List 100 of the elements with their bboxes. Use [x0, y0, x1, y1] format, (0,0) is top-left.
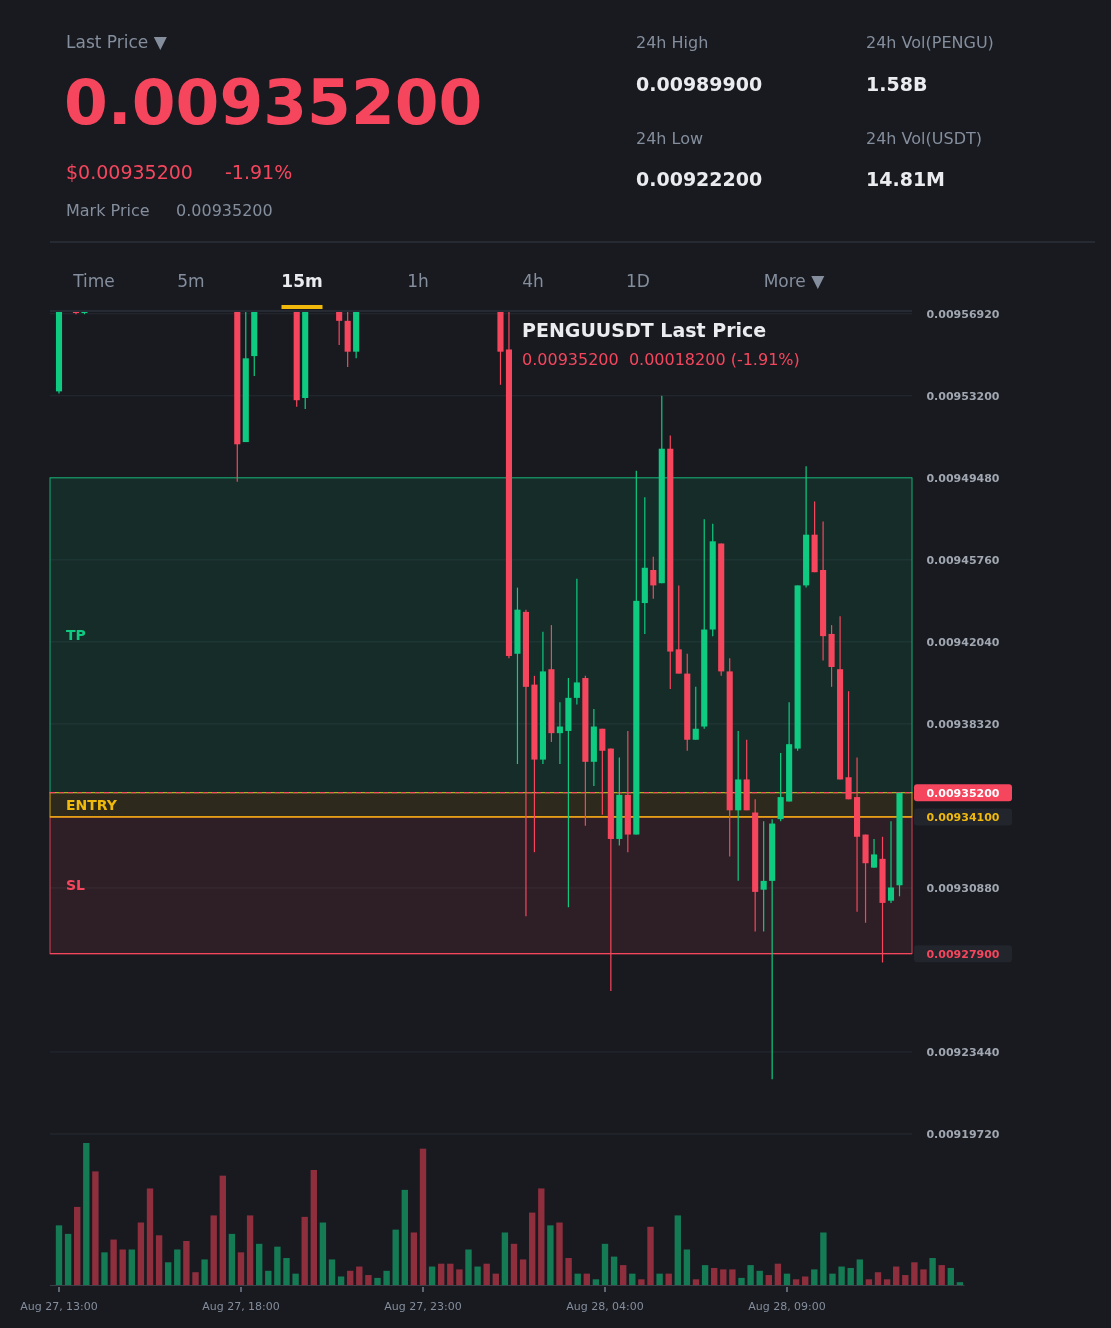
bar — [174, 1249, 181, 1285]
text: 0.00922200 — [636, 168, 763, 190]
x-tick-label: Aug 28, 04:00 — [566, 1300, 644, 1313]
bar — [419, 1148, 427, 1285]
bar — [638, 1279, 645, 1285]
text: Mark Price — [66, 201, 150, 220]
bar — [547, 1225, 554, 1285]
bar — [501, 1232, 509, 1285]
bar — [438, 1263, 445, 1285]
bar — [601, 1243, 609, 1285]
bar — [893, 1266, 900, 1285]
candlestick — [760, 820, 767, 933]
candlestick — [777, 752, 784, 822]
text: 1.58B — [866, 73, 928, 95]
x-tick-label: Aug 28, 09:00 — [748, 1300, 826, 1313]
text: 1D — [626, 271, 650, 291]
text: 1h — [407, 271, 429, 291]
bar — [947, 1267, 954, 1285]
y-tick-label: 0.00953200 — [926, 389, 1000, 403]
bar — [883, 1279, 891, 1285]
bar — [583, 1273, 590, 1285]
bar — [556, 1222, 563, 1285]
bar — [820, 1232, 827, 1285]
y-tick-label: 0.00949480 — [926, 471, 1000, 485]
y-tick-label: 0.00956920 — [926, 307, 1000, 321]
bar — [310, 1169, 317, 1285]
bar — [356, 1266, 363, 1285]
bar — [474, 1266, 481, 1285]
bar — [765, 1275, 772, 1285]
bar — [347, 1270, 354, 1285]
bar — [629, 1273, 636, 1285]
y-tick-label: 0.00942040 — [926, 635, 1000, 649]
bar — [711, 1267, 718, 1285]
text: 0.00935200 — [64, 66, 483, 139]
bar — [146, 1188, 154, 1285]
bar — [938, 1265, 945, 1285]
bar — [274, 1246, 281, 1285]
bar — [565, 1258, 572, 1285]
ref-line-label: 0.00927900 — [926, 947, 1000, 961]
band-label: SL — [66, 877, 86, 894]
text: 0.00935200 — [176, 201, 273, 220]
bar — [137, 1222, 145, 1285]
bar — [538, 1188, 545, 1285]
chart-title: PENGUUSDT Last Price — [522, 319, 767, 341]
bar — [519, 1259, 527, 1285]
band-label: TP — [66, 627, 86, 644]
bar — [237, 1252, 245, 1285]
bar — [228, 1233, 236, 1285]
bar — [692, 1279, 700, 1285]
y-tick-label: 0.00919720 — [926, 1128, 1000, 1141]
bar — [128, 1249, 135, 1285]
bar — [656, 1273, 663, 1285]
bar — [865, 1279, 873, 1285]
bar — [155, 1235, 163, 1285]
bar — [456, 1269, 463, 1285]
bar — [219, 1175, 226, 1285]
bar — [246, 1215, 254, 1285]
candlestick — [336, 311, 343, 346]
bar — [811, 1269, 818, 1285]
bar — [92, 1171, 99, 1285]
candlestick — [692, 686, 699, 741]
bar — [592, 1279, 600, 1285]
text: 24h Vol(USDT) — [866, 129, 982, 148]
bar — [465, 1249, 472, 1285]
bar — [428, 1266, 436, 1285]
y-tick-label: 0.00930880 — [926, 881, 1000, 895]
bar — [83, 1143, 90, 1285]
bar — [838, 1266, 845, 1285]
y-tick-label: 0.00938320 — [926, 717, 1000, 731]
candlestick — [556, 701, 563, 765]
y-tick-label: 0.00923440 — [926, 1045, 1000, 1059]
bar — [256, 1243, 263, 1285]
bar — [110, 1239, 117, 1285]
bar — [574, 1273, 581, 1285]
bar — [529, 1212, 536, 1285]
bar — [802, 1276, 809, 1285]
bar — [283, 1258, 290, 1285]
text: Time — [72, 271, 115, 291]
x-tick-label: Aug 27, 23:00 — [384, 1300, 462, 1313]
candlestick — [573, 578, 580, 706]
bar — [665, 1273, 672, 1285]
bar — [292, 1273, 299, 1285]
bar — [74, 1206, 81, 1285]
candlestick — [650, 556, 657, 600]
bar — [328, 1259, 336, 1285]
ref-line-label: 0.00934100 — [926, 810, 1000, 824]
bar — [674, 1215, 681, 1285]
text: 15m — [281, 271, 323, 291]
bar — [911, 1262, 918, 1285]
bar — [783, 1273, 791, 1285]
text: 4h — [522, 271, 544, 291]
band-label: ENTRY — [66, 796, 118, 813]
bar — [847, 1267, 854, 1285]
bar — [610, 1256, 618, 1285]
bar — [920, 1269, 927, 1285]
x-tick-label: Aug 27, 18:00 — [202, 1300, 280, 1313]
text: 0.00935200 0.00018200 (-1.91%) — [522, 350, 800, 369]
text: More ▼ — [763, 271, 826, 291]
bar — [183, 1240, 190, 1285]
text: 24h High — [636, 33, 709, 52]
